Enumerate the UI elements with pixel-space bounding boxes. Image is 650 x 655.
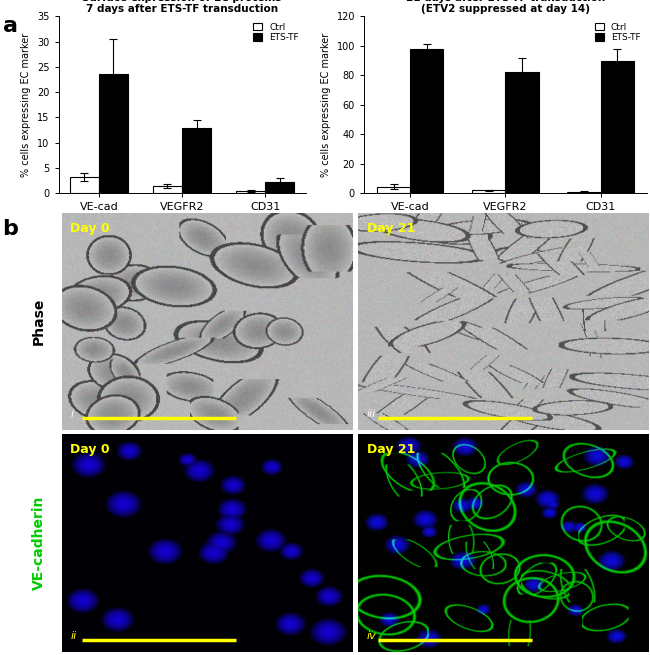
Text: Day 21: Day 21: [367, 443, 415, 456]
Bar: [70, 177, 99, 193]
Text: Day 0: Day 0: [70, 443, 110, 456]
Bar: [567, 192, 601, 193]
Text: i: i: [70, 409, 73, 419]
Text: VE-cadherin: VE-cadherin: [32, 496, 46, 590]
Bar: [265, 182, 294, 193]
Bar: [153, 185, 182, 193]
Bar: [377, 187, 410, 193]
Bar: [99, 75, 128, 193]
Text: Phase: Phase: [32, 298, 46, 345]
Bar: [410, 49, 443, 193]
Y-axis label: % cells expressing EC marker: % cells expressing EC marker: [321, 33, 331, 177]
Title: Surface expression of EC proteins
21 days after ETS-TF transduction
(ETV2 suppre: Surface expression of EC proteins 21 day…: [406, 0, 605, 14]
Text: iv: iv: [367, 631, 376, 641]
Text: Day 0: Day 0: [70, 221, 110, 234]
Text: b: b: [3, 219, 18, 240]
Bar: [601, 61, 634, 193]
Bar: [506, 73, 539, 193]
Bar: [472, 190, 506, 193]
Legend: Ctrl, ETS-TF: Ctrl, ETS-TF: [593, 21, 642, 44]
Y-axis label: % cells expressing EC marker: % cells expressing EC marker: [21, 33, 31, 177]
Title: Surface expression of EC proteins
7 days after ETS-TF transduction: Surface expression of EC proteins 7 days…: [83, 0, 281, 14]
Bar: [182, 128, 211, 193]
Text: iii: iii: [367, 409, 376, 419]
Text: ii: ii: [70, 631, 77, 641]
Bar: [236, 191, 265, 193]
Text: Day 21: Day 21: [367, 221, 415, 234]
Text: a: a: [3, 16, 18, 36]
Legend: Ctrl, ETS-TF: Ctrl, ETS-TF: [252, 21, 301, 44]
